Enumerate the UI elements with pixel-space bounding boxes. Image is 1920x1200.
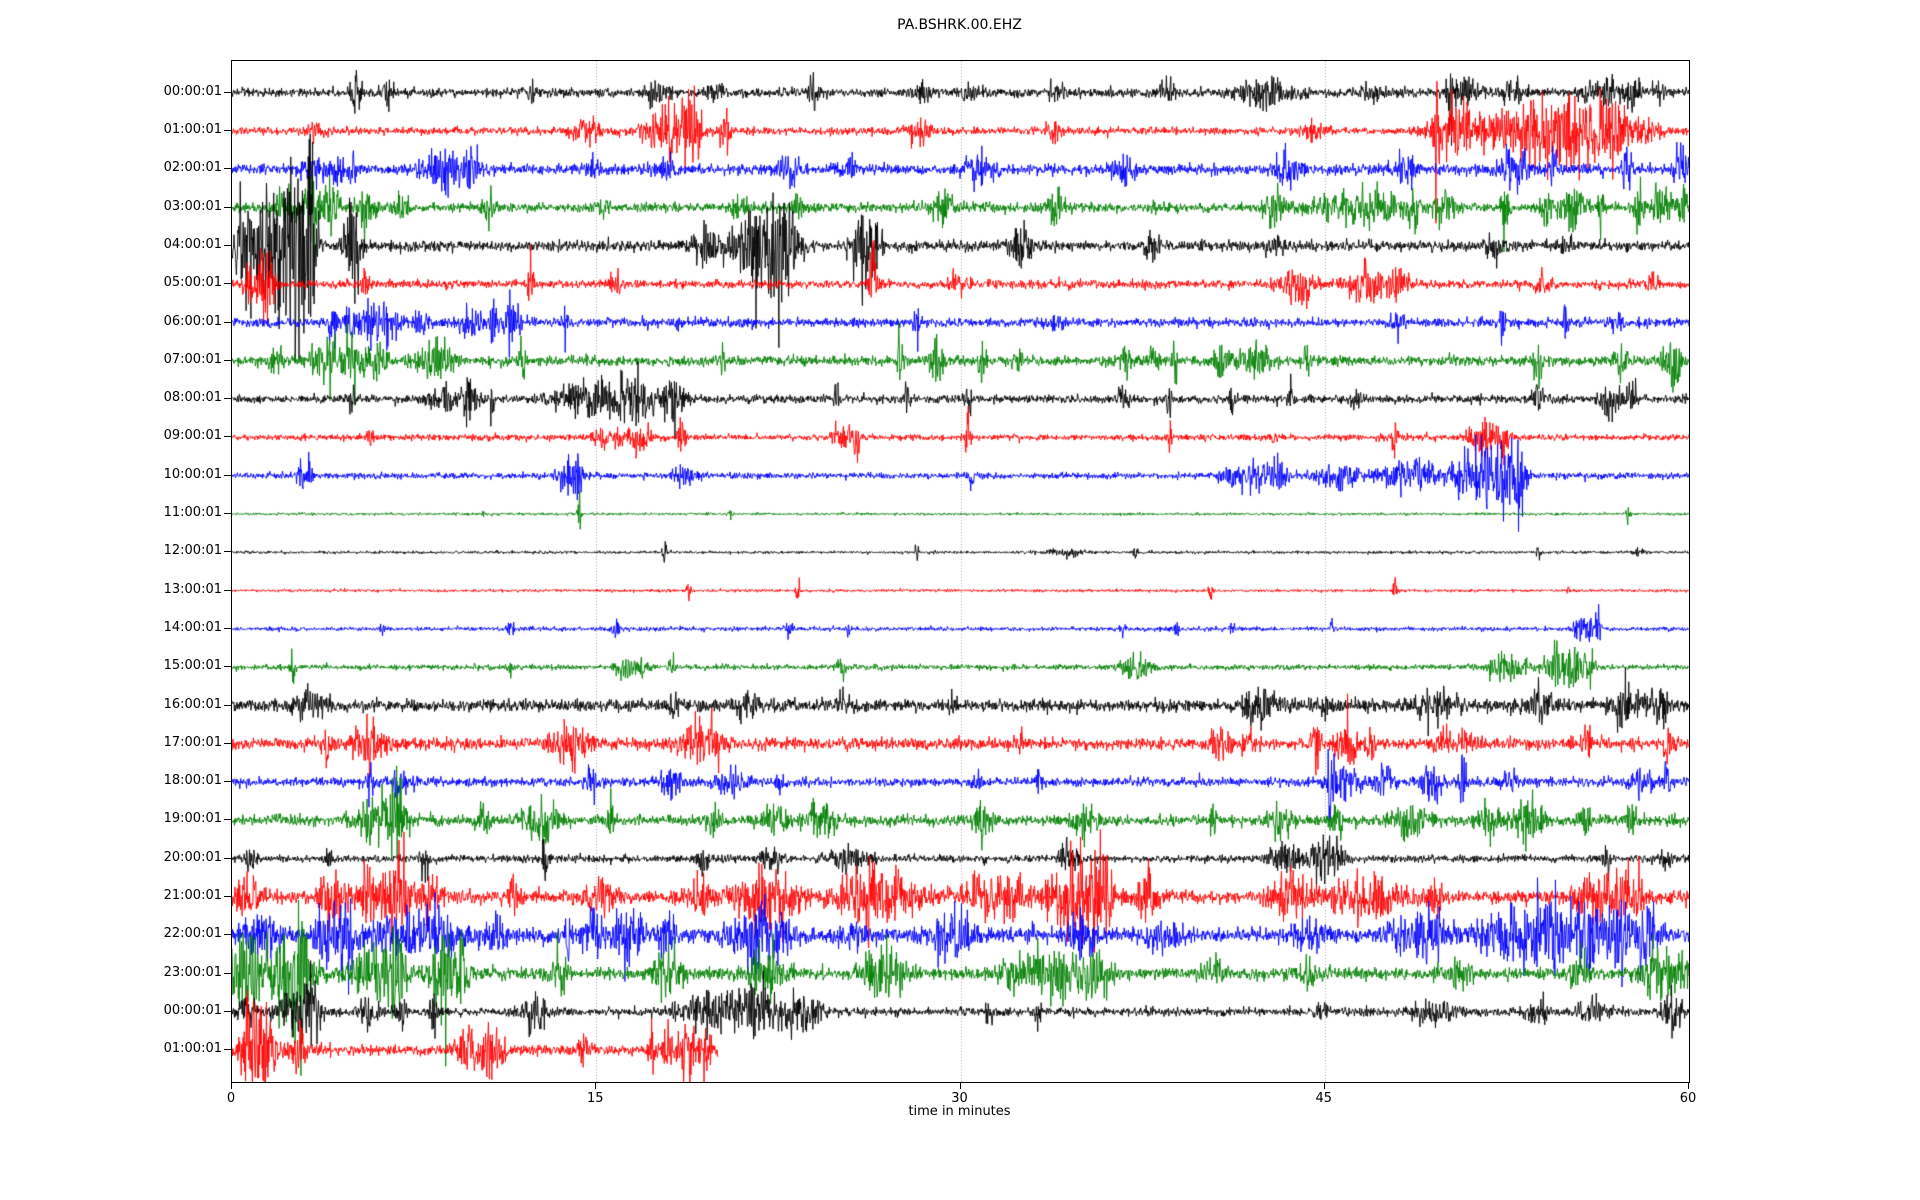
y-tick-mark: [224, 589, 231, 591]
x-tick-label: 45: [1315, 1091, 1333, 1106]
y-tick-mark: [224, 244, 231, 246]
y-tick-mark: [224, 1010, 231, 1012]
y-tick-label: 05:00:01: [163, 275, 222, 291]
y-tick-label: 08:00:01: [163, 390, 222, 406]
y-tick-label: 14:00:01: [163, 619, 222, 635]
y-tick-mark: [224, 359, 231, 361]
y-tick-mark: [224, 168, 231, 170]
y-tick-mark: [224, 972, 231, 974]
y-tick-label: 09:00:01: [163, 428, 222, 444]
y-tick-label: 10:00:01: [163, 466, 222, 482]
y-tick-mark: [224, 283, 231, 285]
y-tick-mark: [224, 896, 231, 897]
y-tick-label: 22:00:01: [163, 926, 222, 942]
y-tick-label: 00:00:01: [163, 83, 222, 99]
y-tick-label: 01:00:01: [163, 122, 222, 137]
x-tick-mark: [1688, 1082, 1689, 1089]
y-tick-label: 01:00:01: [163, 1041, 222, 1057]
y-tick-mark: [224, 819, 231, 821]
y-tick-mark: [224, 398, 231, 400]
y-tick-mark: [224, 551, 231, 553]
x-tick-mark: [595, 1082, 597, 1089]
y-tick-label: 00:00:01: [163, 1002, 222, 1018]
x-tick-mark: [231, 1082, 232, 1089]
y-tick-label: 11:00:01: [163, 505, 222, 520]
y-tick-mark: [224, 436, 231, 438]
x-tick-label: 0: [226, 1091, 236, 1106]
y-tick-label: 20:00:01: [163, 849, 222, 865]
y-tick-mark: [224, 742, 231, 744]
y-tick-label: 17:00:01: [163, 734, 222, 750]
y-tick-mark: [224, 934, 231, 936]
x-tick-label: 30: [951, 1091, 968, 1106]
y-tick-label: 19:00:01: [163, 811, 222, 827]
y-tick-mark: [224, 474, 231, 476]
y-tick-mark: [224, 321, 231, 323]
y-tick-label: 18:00:01: [163, 773, 222, 789]
x-tick-mark: [1323, 1082, 1325, 1089]
y-tick-label: 04:00:01: [163, 236, 222, 252]
x-axis-title: time in minutes: [908, 1104, 1011, 1119]
plot-area: [231, 60, 1690, 1083]
y-tick-label: 12:00:01: [163, 543, 222, 559]
y-tick-mark: [224, 91, 231, 93]
page-title: PA.BSHRK.00.EHZ: [897, 17, 1022, 33]
y-tick-mark: [224, 704, 231, 706]
y-tick-label: 13:00:01: [163, 581, 222, 597]
y-tick-label: 02:00:01: [163, 160, 222, 176]
y-tick-mark: [224, 206, 231, 208]
x-tick-label: 60: [1679, 1091, 1697, 1106]
y-tick-label: 07:00:01: [163, 351, 222, 367]
y-tick-mark: [224, 627, 231, 629]
y-tick-label: 16:00:01: [163, 696, 222, 712]
y-tick-label: 21:00:01: [163, 888, 222, 903]
y-tick-mark: [224, 666, 231, 668]
y-tick-mark: [224, 781, 231, 783]
y-tick-mark: [224, 1049, 231, 1051]
seismogram-canvas: [232, 61, 1689, 1082]
y-tick-label: 15:00:01: [163, 658, 222, 674]
x-tick-label: 15: [586, 1091, 604, 1106]
y-tick-mark: [224, 857, 231, 859]
y-tick-mark: [224, 130, 231, 131]
y-tick-label: 03:00:01: [163, 198, 222, 214]
y-tick-label: 06:00:01: [163, 313, 222, 329]
x-tick-mark: [959, 1082, 961, 1089]
y-tick-label: 23:00:01: [163, 964, 222, 980]
y-tick-mark: [224, 513, 231, 514]
